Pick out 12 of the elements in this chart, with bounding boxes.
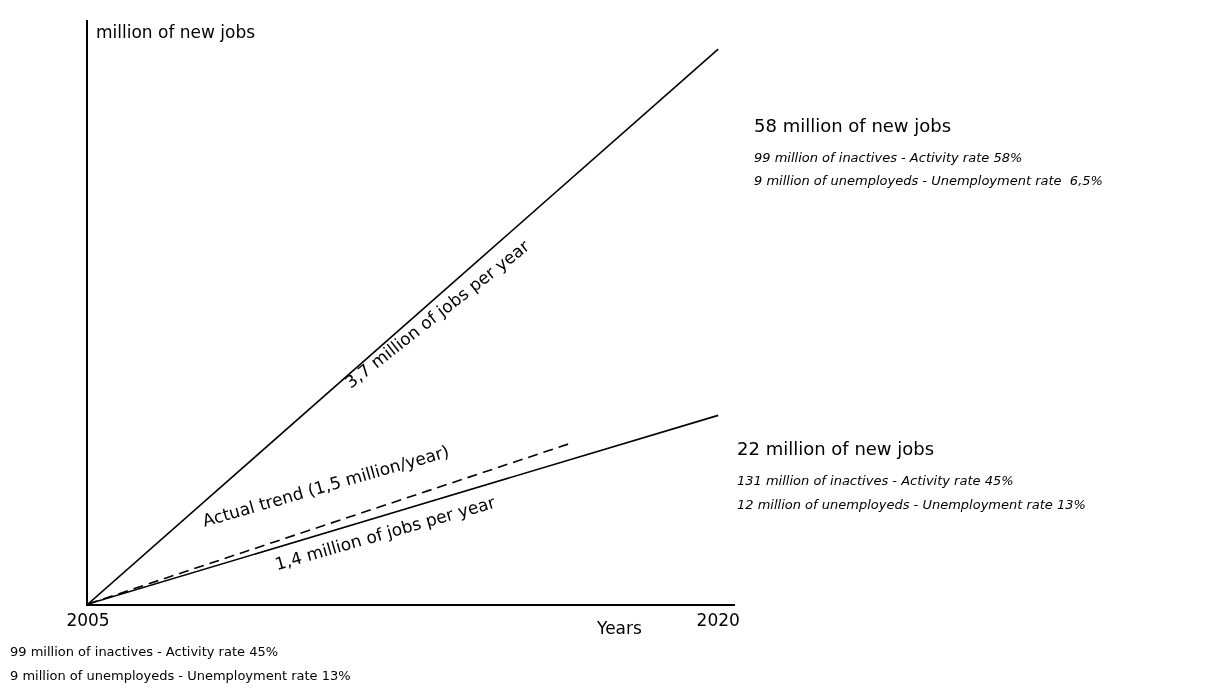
text: 22 million of new jobs (737, 438, 935, 459)
y-axis-title: million of new jobs (96, 22, 256, 42)
text: 58 million of new jobs (754, 115, 952, 136)
text: 12 million of unemployeds - Unemployment rate 13% (737, 497, 1086, 512)
text: 131 million of inactives - Activity rate 45% (737, 473, 1014, 488)
text: 9 million of unemployeds - Unemployment rate 6,5% (754, 173, 1103, 188)
x-axis-title: Years (596, 618, 642, 638)
text: 99 million of inactives - Activity rate 45% (10, 644, 279, 659)
x-tick-label: 2005 (66, 610, 110, 631)
x-tick-label: 2020 (696, 610, 740, 631)
text: 9 million of unemployeds - Unemployment rate 13% (10, 668, 351, 683)
text: 99 million of inactives - Activity rate 58% (754, 150, 1023, 165)
